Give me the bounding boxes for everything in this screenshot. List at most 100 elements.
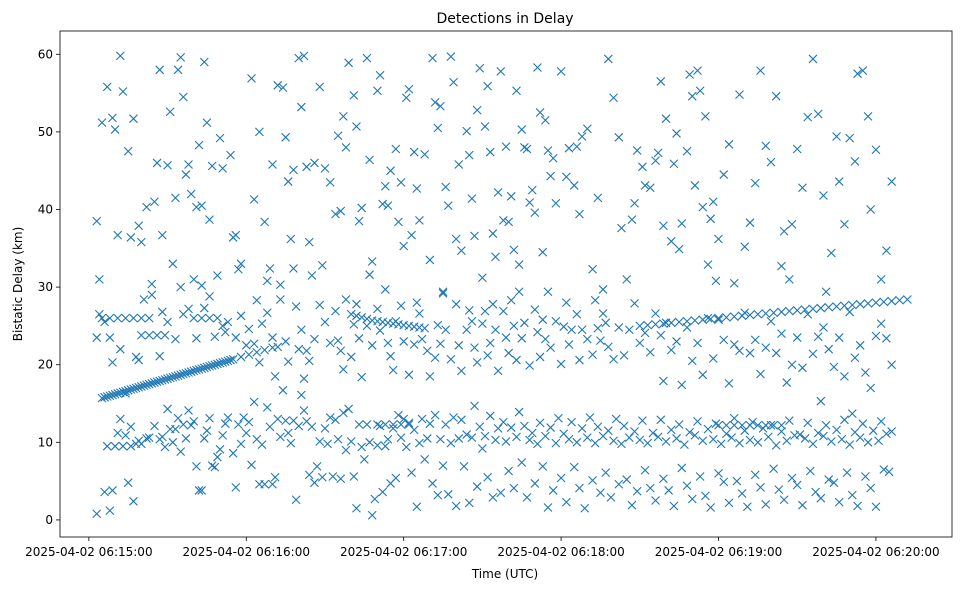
data-point — [472, 482, 482, 491]
data-point — [333, 336, 343, 346]
data-point — [706, 503, 716, 512]
data-point — [454, 340, 464, 350]
data-point — [575, 483, 584, 493]
data-point — [630, 427, 639, 436]
data-point — [693, 66, 702, 75]
data-point — [506, 423, 516, 432]
data-point — [396, 420, 406, 429]
data-point — [674, 317, 684, 327]
data-point — [619, 351, 629, 360]
data-point — [205, 313, 214, 323]
data-point — [441, 325, 451, 335]
data-point — [391, 473, 401, 483]
data-point — [824, 344, 834, 354]
data-point — [661, 318, 671, 328]
data-point — [569, 181, 579, 190]
data-point — [748, 417, 758, 427]
data-point — [837, 434, 847, 444]
data-point — [887, 296, 897, 306]
data-point — [213, 359, 222, 369]
data-point — [498, 306, 508, 316]
data-point — [572, 309, 582, 319]
data-point — [512, 86, 521, 96]
data-point — [115, 344, 125, 354]
data-point — [365, 437, 374, 447]
data-point — [260, 217, 270, 227]
data-point — [228, 448, 238, 458]
data-point — [186, 420, 196, 430]
data-point — [436, 434, 445, 444]
data-point — [307, 422, 317, 432]
data-point — [643, 320, 653, 330]
data-point — [210, 332, 220, 342]
data-point — [664, 486, 674, 495]
data-point — [168, 372, 178, 382]
data-point — [97, 313, 107, 323]
data-point — [564, 143, 574, 153]
data-point — [826, 248, 836, 258]
data-point — [163, 160, 172, 170]
data-point — [199, 57, 209, 67]
data-point — [147, 290, 157, 300]
data-point — [223, 413, 233, 422]
data-point — [194, 486, 204, 495]
data-point — [422, 434, 432, 443]
data-point — [648, 428, 658, 438]
data-point — [110, 125, 120, 134]
data-point — [386, 351, 395, 361]
data-point — [136, 313, 146, 323]
data-point — [362, 321, 372, 331]
data-point — [113, 389, 123, 398]
data-point — [307, 271, 317, 280]
data-point — [593, 193, 603, 203]
data-point — [882, 429, 891, 439]
data-point — [816, 303, 826, 313]
data-point — [635, 321, 645, 331]
data-point — [270, 472, 280, 482]
data-point — [580, 503, 590, 513]
data-point — [401, 442, 411, 452]
data-point — [826, 437, 836, 446]
data-point — [614, 132, 624, 142]
data-point — [215, 133, 225, 143]
data-point — [102, 392, 112, 401]
data-point — [501, 142, 511, 152]
data-point — [517, 333, 527, 343]
data-point — [480, 431, 490, 441]
data-point — [874, 436, 883, 446]
data-point — [771, 441, 781, 450]
data-point — [289, 165, 298, 175]
data-point — [344, 404, 353, 414]
data-point — [357, 203, 367, 213]
data-point — [178, 420, 188, 429]
data-point — [436, 339, 445, 349]
data-point — [561, 497, 571, 507]
data-point — [144, 313, 154, 323]
data-point — [357, 442, 367, 452]
data-point — [357, 312, 367, 322]
data-point — [425, 419, 435, 429]
data-point — [614, 323, 624, 332]
data-point — [150, 421, 159, 431]
data-point — [564, 340, 574, 349]
data-point — [386, 166, 395, 176]
data-point — [113, 428, 123, 438]
data-point — [438, 461, 448, 470]
data-point — [635, 435, 645, 445]
data-point — [352, 122, 361, 131]
data-point — [863, 437, 873, 447]
data-point — [470, 231, 479, 241]
data-point — [729, 420, 739, 430]
data-point — [538, 247, 548, 257]
data-point — [304, 356, 314, 366]
data-point — [548, 486, 558, 495]
data-point — [669, 159, 679, 169]
data-point — [171, 371, 180, 381]
data-point — [472, 105, 482, 115]
data-point — [92, 333, 102, 342]
data-point — [202, 426, 212, 436]
data-point — [317, 260, 327, 270]
data-point — [884, 467, 894, 477]
data-point — [821, 420, 831, 430]
data-point — [535, 352, 545, 362]
